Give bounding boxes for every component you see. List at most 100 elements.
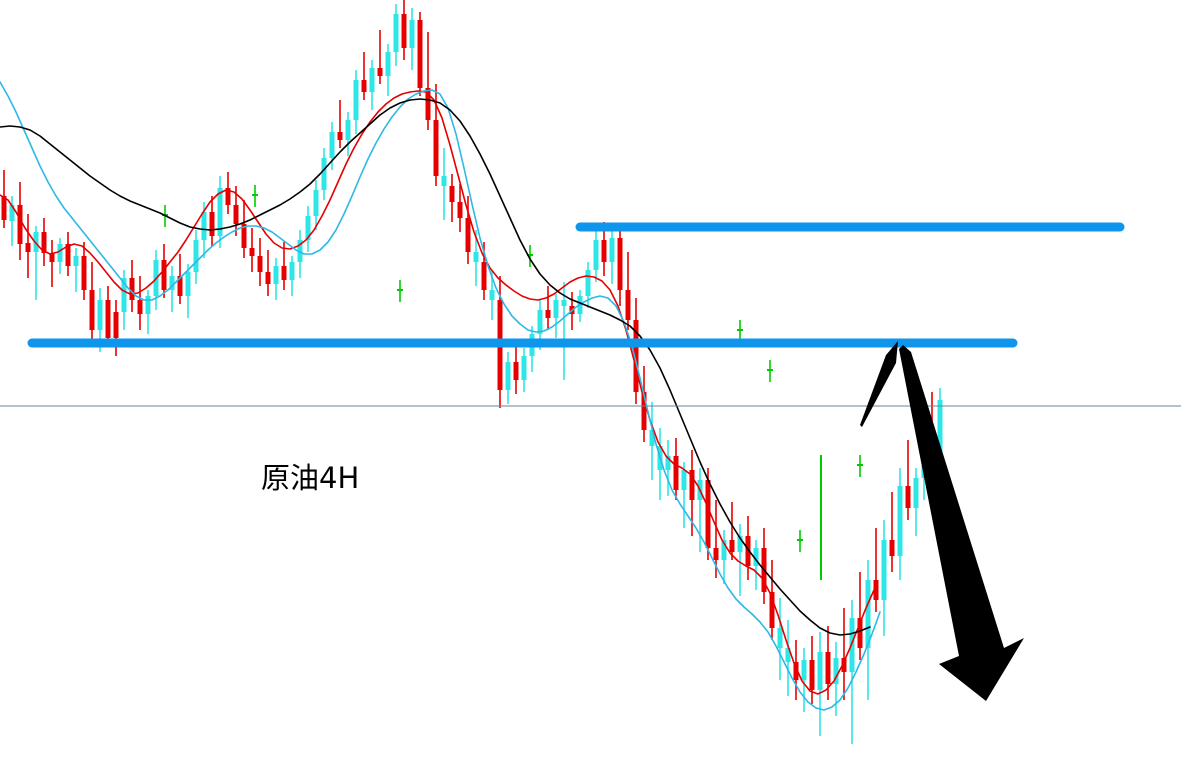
candle-body bbox=[473, 252, 479, 262]
candle-body bbox=[665, 456, 671, 470]
candle-body bbox=[585, 270, 591, 296]
candle-body bbox=[193, 240, 199, 272]
projected-decline-arrow bbox=[899, 345, 1024, 701]
forecast-arrows bbox=[860, 341, 1024, 701]
candle-body bbox=[521, 356, 527, 380]
candle-body bbox=[201, 212, 207, 240]
candle-body bbox=[433, 120, 439, 176]
candle-body bbox=[297, 240, 303, 262]
candle-body bbox=[313, 190, 319, 216]
candle-body bbox=[417, 20, 423, 88]
candle-body bbox=[825, 652, 831, 684]
candle-body bbox=[513, 362, 519, 380]
candle-body bbox=[209, 212, 215, 236]
candle-body bbox=[737, 536, 743, 552]
candle-body bbox=[265, 272, 271, 284]
horizontal-overlay-lines bbox=[0, 222, 1181, 407]
candle-body bbox=[801, 660, 807, 680]
candle-body bbox=[609, 238, 615, 262]
candle-body bbox=[641, 392, 647, 430]
candle-body bbox=[25, 243, 31, 252]
candle-body bbox=[457, 202, 463, 218]
candle-body bbox=[409, 20, 415, 48]
projected-rally-arrow bbox=[860, 341, 898, 427]
candle-body bbox=[97, 300, 103, 330]
candle-body bbox=[769, 592, 775, 628]
candle-body bbox=[833, 658, 839, 684]
candle-body bbox=[393, 14, 399, 52]
candle-body bbox=[545, 310, 551, 318]
candle-body bbox=[625, 290, 631, 320]
moving-average-series bbox=[0, 81, 881, 711]
candle-body bbox=[489, 290, 495, 300]
candle-body bbox=[897, 486, 903, 556]
candle-body bbox=[33, 232, 39, 252]
candle-body bbox=[273, 266, 279, 284]
candle-body bbox=[257, 256, 263, 272]
candle-body bbox=[129, 278, 135, 300]
candle-body bbox=[889, 540, 895, 556]
candle-body bbox=[721, 540, 727, 560]
candle-body bbox=[289, 262, 295, 280]
candle-body bbox=[601, 240, 607, 262]
candle-body bbox=[337, 132, 343, 140]
candle-body bbox=[225, 188, 231, 205]
candle-body bbox=[1, 196, 7, 220]
candle-body bbox=[41, 232, 47, 253]
candle-body bbox=[49, 253, 55, 262]
candle-body bbox=[401, 14, 407, 48]
candle-body bbox=[281, 266, 287, 280]
candle-body bbox=[449, 186, 455, 202]
candle-body bbox=[441, 176, 447, 186]
candle-body bbox=[137, 300, 143, 314]
candle-body bbox=[633, 320, 639, 392]
candle-body bbox=[881, 540, 887, 600]
candle-body bbox=[105, 300, 111, 338]
candle-body bbox=[169, 276, 175, 290]
candle-body bbox=[241, 224, 247, 248]
candle-body bbox=[353, 80, 359, 120]
candle-body bbox=[713, 548, 719, 560]
candle-body bbox=[385, 52, 391, 76]
candle-body bbox=[505, 362, 511, 390]
candle-body bbox=[161, 260, 167, 290]
candle-body bbox=[793, 662, 799, 680]
candle-body bbox=[65, 244, 71, 266]
candle-body bbox=[537, 310, 543, 334]
candle-body bbox=[81, 256, 87, 290]
candle-body bbox=[561, 300, 567, 306]
candle-body bbox=[913, 478, 919, 508]
candle-body bbox=[377, 68, 383, 76]
candle-body bbox=[233, 205, 239, 224]
candle-body bbox=[73, 256, 79, 266]
candle-body bbox=[369, 68, 375, 92]
candle-body bbox=[553, 300, 559, 318]
candle-body bbox=[753, 548, 759, 566]
candle-body bbox=[345, 120, 351, 140]
candle-body bbox=[649, 430, 655, 446]
candle-body bbox=[305, 216, 311, 240]
candle-body bbox=[425, 88, 431, 120]
candle-body bbox=[121, 278, 127, 312]
chart-instrument-label: 原油4H bbox=[261, 461, 360, 495]
candle-body bbox=[841, 658, 847, 672]
candle-body bbox=[329, 132, 335, 158]
candle-body bbox=[673, 456, 679, 490]
candle-body bbox=[9, 205, 15, 221]
candle-body bbox=[465, 218, 471, 252]
candle-body bbox=[57, 244, 63, 262]
candle-body bbox=[817, 652, 823, 690]
candle-body bbox=[481, 262, 487, 290]
candle-body bbox=[857, 618, 863, 648]
candle-body bbox=[17, 205, 23, 244]
candle-body bbox=[865, 580, 871, 648]
candle-body bbox=[905, 486, 911, 508]
candle-body bbox=[321, 158, 327, 190]
candle-body bbox=[113, 312, 119, 338]
candle-body bbox=[89, 290, 95, 330]
candle-body bbox=[681, 470, 687, 490]
candle-body bbox=[809, 660, 815, 690]
candle-body bbox=[145, 296, 151, 314]
